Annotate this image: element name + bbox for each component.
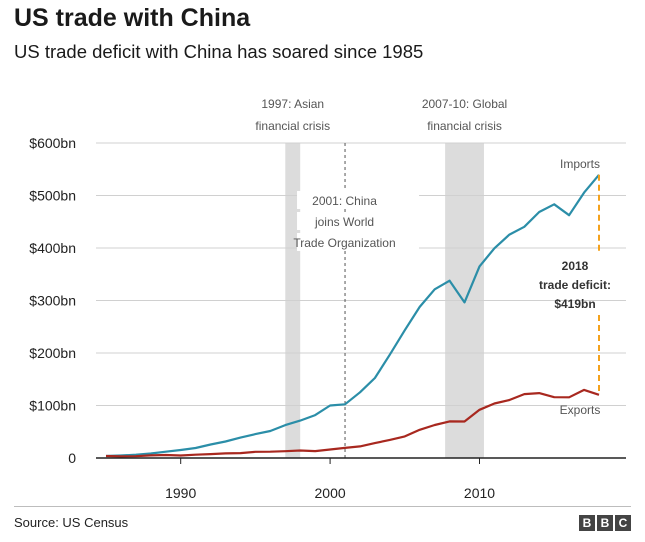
event-label: joins World <box>314 215 374 229</box>
trade-line-chart: 1997: Asian financial crisis 2007-10: Glob… <box>29 97 626 500</box>
y-tick-label: $100bn <box>29 398 76 414</box>
crisis-label: 2007-10: Global <box>422 97 507 111</box>
bbc-logo-letter: C <box>615 515 631 531</box>
crisis-label: 1997: Asian <box>261 97 324 111</box>
y-tick-label: $500bn <box>29 188 76 204</box>
event-label: 2001: China <box>312 194 377 208</box>
source-note: Source: US Census <box>14 515 129 530</box>
chart-subtitle: US trade deficit with China has soared s… <box>14 41 424 62</box>
y-tick-label: $600bn <box>29 135 76 151</box>
event-label-bg <box>297 212 420 230</box>
event-label-bg <box>297 233 420 251</box>
y-tick-label: $300bn <box>29 293 76 309</box>
y-tick-label: $200bn <box>29 345 76 361</box>
footer-divider <box>14 506 631 507</box>
y-tick-label: 0 <box>68 450 76 466</box>
deficit-label: $419bn <box>554 297 595 311</box>
bbc-logo: B B C <box>579 515 631 531</box>
series-label-exports: Exports <box>560 403 601 417</box>
crisis-label: financial crisis <box>255 119 330 133</box>
x-tick-label: 1990 <box>165 485 196 500</box>
chart-title: US trade with China <box>14 4 251 32</box>
deficit-label: trade deficit: <box>539 278 611 292</box>
deficit-label: 2018 <box>562 259 589 273</box>
series-line-imports <box>105 174 600 458</box>
bbc-logo-letter: B <box>597 515 613 531</box>
x-tick-label: 2000 <box>315 485 346 500</box>
series-label-imports: Imports <box>560 157 600 171</box>
crisis-label: financial crisis <box>427 119 502 133</box>
y-tick-label: $400bn <box>29 240 76 256</box>
x-tick-label: 2010 <box>464 485 495 500</box>
bbc-logo-letter: B <box>579 515 595 531</box>
series-line-exports <box>105 388 600 458</box>
event-label-bg <box>297 191 420 209</box>
event-label: Trade Organization <box>293 236 395 250</box>
